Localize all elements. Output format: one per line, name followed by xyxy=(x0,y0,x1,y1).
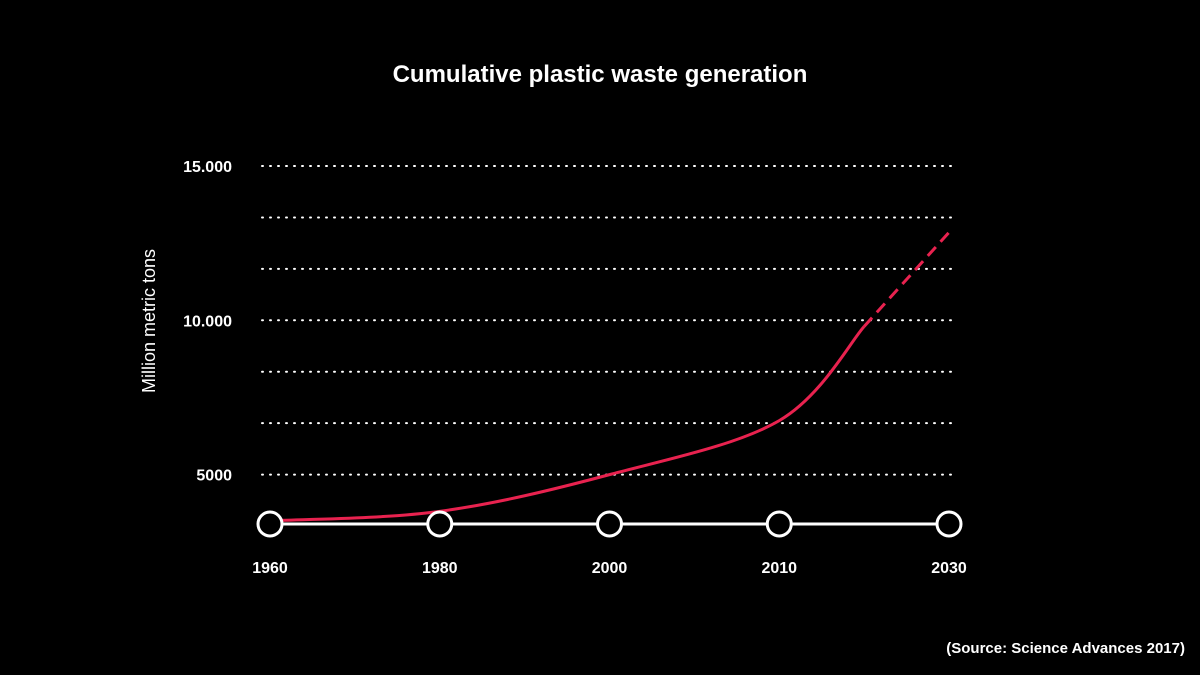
y-tick-labels: 15.000 10.000 5000 xyxy=(183,159,232,485)
x-tick-label: 2030 xyxy=(931,560,967,577)
series-line xyxy=(269,325,866,523)
year-marker xyxy=(935,510,963,538)
series-layer xyxy=(269,231,951,523)
x-tick-label: 1980 xyxy=(422,560,458,577)
y-tick-label: 15.000 xyxy=(183,159,232,176)
chart-title: Cumulative plastic waste generation xyxy=(393,61,808,88)
x-axis-markers xyxy=(256,510,963,538)
x-tick-label: 1960 xyxy=(252,560,288,577)
year-marker xyxy=(765,510,793,538)
year-marker xyxy=(256,510,284,538)
year-marker xyxy=(596,510,623,538)
year-marker xyxy=(426,510,454,538)
source-note: (Source: Science Advances 2017) xyxy=(946,640,1185,657)
x-tick-labels: 1960 1980 2000 2010 2030 xyxy=(252,560,967,577)
x-tick-label: 2010 xyxy=(761,560,797,577)
series-projection-line xyxy=(863,231,951,328)
y-tick-label: 10.000 xyxy=(183,313,232,330)
gridlines xyxy=(261,165,958,476)
x-tick-label: 2000 xyxy=(592,560,628,577)
y-tick-label: 5000 xyxy=(196,468,232,485)
y-axis-label: Million metric tons xyxy=(139,249,159,393)
